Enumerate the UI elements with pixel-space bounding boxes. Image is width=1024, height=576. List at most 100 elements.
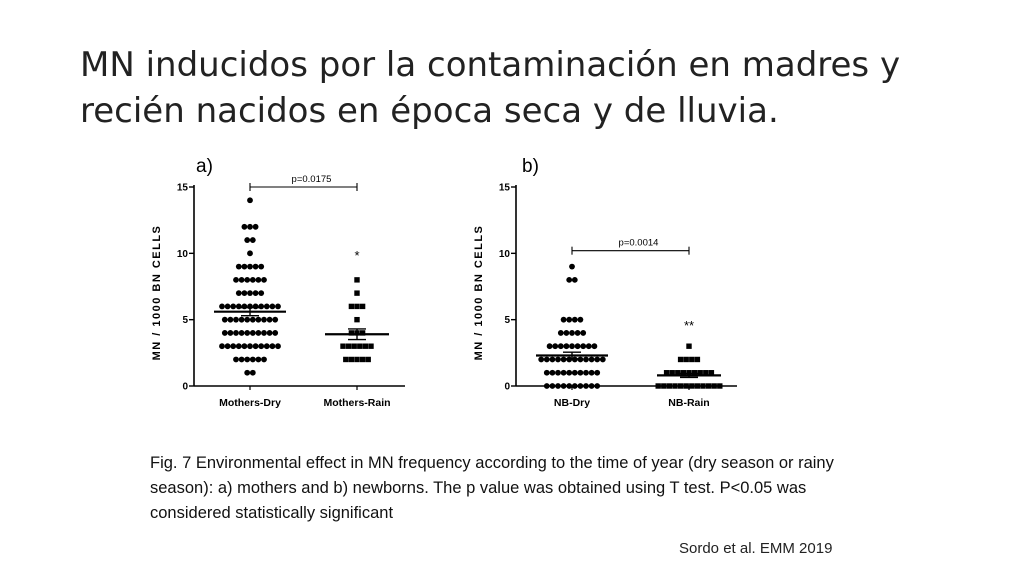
- data-point: [266, 330, 273, 336]
- data-point: [241, 263, 248, 270]
- data-point: [235, 290, 242, 297]
- data-point: [247, 223, 253, 230]
- data-point: [241, 223, 248, 230]
- x-category-label: Mothers-Rain: [323, 397, 390, 409]
- data-point: [261, 276, 267, 283]
- data-point: [221, 316, 228, 323]
- data-point: [258, 263, 265, 270]
- significance-marker: *: [354, 248, 359, 263]
- data-point: [255, 356, 262, 363]
- panel-label: b): [522, 156, 539, 177]
- y-tick-label: 0: [504, 382, 510, 393]
- y-axis-label: MN / 1000 BN CELLS: [151, 225, 163, 361]
- data-point: [700, 383, 706, 389]
- data-point: [588, 383, 595, 389]
- data-point: [697, 370, 703, 376]
- data-point: [543, 356, 550, 363]
- data-point: [343, 356, 349, 363]
- data-point: [585, 343, 592, 350]
- data-point: [686, 343, 692, 349]
- data-point: [255, 276, 262, 283]
- x-category-label: NB-Rain: [668, 397, 709, 409]
- y-tick-label: 10: [177, 249, 189, 260]
- data-point: [362, 343, 369, 349]
- data-point: [252, 290, 259, 297]
- data-point: [599, 356, 606, 363]
- data-point: [233, 330, 239, 336]
- data-point: [241, 343, 248, 350]
- p-value-label: p=0.0175: [292, 174, 332, 185]
- data-point: [549, 369, 556, 376]
- data-point: [224, 303, 231, 310]
- source-citation: Sordo et al. EMM 2019: [679, 540, 833, 557]
- data-point: [263, 303, 270, 310]
- data-point: [354, 356, 360, 363]
- chart-panel-b: b) MN / 1000 BN CELLS 0 5 10 15 NB-Dry NB-Rain p…: [473, 156, 737, 409]
- data-point: [583, 356, 589, 363]
- data-point: [666, 383, 673, 389]
- data-point: [588, 369, 595, 376]
- data-point: [672, 383, 678, 389]
- data-point: [269, 343, 276, 350]
- data-point: [538, 356, 545, 363]
- data-point: [244, 330, 251, 336]
- data-point: [261, 330, 267, 336]
- data-point: [238, 356, 245, 363]
- data-point: [594, 369, 601, 376]
- data-point: [359, 356, 366, 363]
- data-point: [238, 330, 245, 336]
- y-tick-label: 0: [182, 382, 188, 393]
- data-point: [249, 369, 256, 376]
- data-point: [255, 330, 262, 336]
- chart-panel-a: a) MN / 1000 BN CELLS 0 5 10 15 Mothers-Dry Mot…: [151, 156, 405, 409]
- data-point: [275, 343, 281, 350]
- data-point: [244, 369, 251, 376]
- data-point: [717, 383, 723, 389]
- data-point: [354, 277, 360, 283]
- y-tick-label: 15: [499, 183, 511, 194]
- data-point: [247, 250, 253, 257]
- data-point: [574, 330, 581, 336]
- data-point: [235, 343, 242, 350]
- data-point: [249, 237, 256, 243]
- data-point: [577, 383, 584, 389]
- data-point: [230, 303, 237, 310]
- data-point: [247, 290, 253, 297]
- data-point: [348, 330, 355, 336]
- data-point: [275, 303, 281, 310]
- data-point: [244, 316, 251, 323]
- data-point: [249, 356, 256, 363]
- data-point: [571, 316, 578, 323]
- data-point: [694, 383, 701, 389]
- data-point: [368, 343, 374, 349]
- data-point: [555, 383, 561, 389]
- data-point: [557, 330, 564, 336]
- data-point: [566, 383, 573, 389]
- y-tick-label: 5: [504, 315, 510, 326]
- data-point: [543, 369, 550, 376]
- data-point: [577, 369, 584, 376]
- data-point: [683, 383, 689, 389]
- data-point: [563, 343, 570, 350]
- data-point: [588, 356, 595, 363]
- data-point: [255, 316, 262, 323]
- data-point: [235, 303, 242, 310]
- data-point: [591, 343, 598, 350]
- data-point: [571, 383, 578, 389]
- slide-title: MN inducidos por la contaminación en mad…: [80, 42, 980, 134]
- data-point: [354, 290, 360, 296]
- data-point: [272, 316, 279, 323]
- x-category-label: NB-Dry: [554, 397, 590, 409]
- data-point: [244, 356, 251, 363]
- data-point: [354, 316, 360, 323]
- data-point: [543, 383, 550, 389]
- data-point: [345, 343, 352, 349]
- data-point: [365, 356, 371, 363]
- data-point: [677, 383, 684, 389]
- data-point: [566, 369, 573, 376]
- data-point: [689, 383, 695, 389]
- data-point: [566, 316, 573, 323]
- data-point: [566, 276, 573, 283]
- data-point: [560, 316, 567, 323]
